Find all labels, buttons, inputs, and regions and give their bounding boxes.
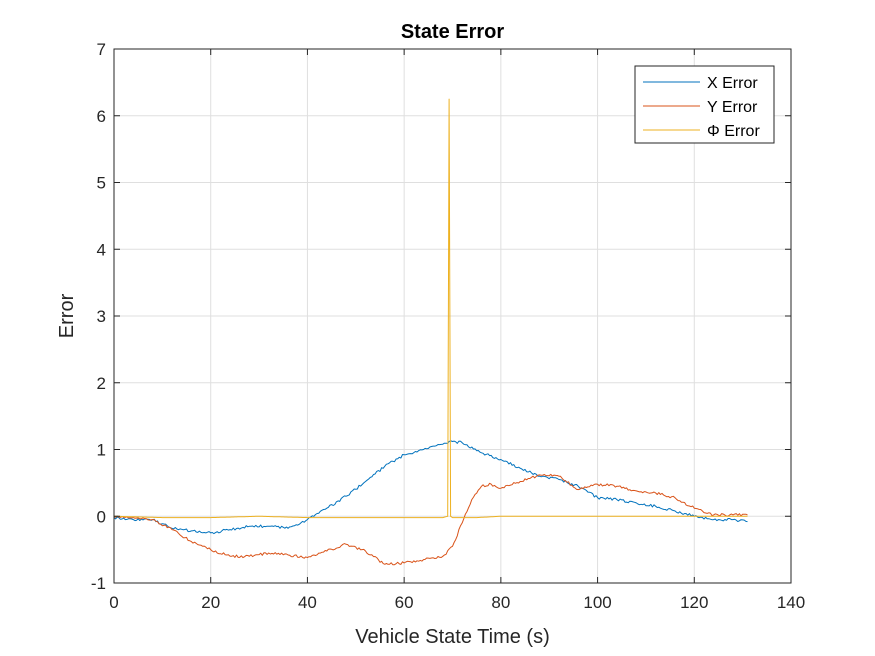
y-tick-label: 7 <box>97 40 106 59</box>
y-axis-label: Error <box>56 293 78 338</box>
x-tick-label: 120 <box>680 593 708 612</box>
x-tick-label: 20 <box>201 593 220 612</box>
x-tick-label: 140 <box>777 593 805 612</box>
x-tick-label: 40 <box>298 593 317 612</box>
series-line-1 <box>113 440 748 535</box>
x-tick-label: 60 <box>395 593 414 612</box>
y-tick-label: 0 <box>97 507 106 526</box>
series-line-2 <box>113 473 748 566</box>
y-tick-label: 6 <box>97 107 106 126</box>
y-tick-label: 3 <box>97 307 106 326</box>
chart-title: State Error <box>401 21 505 43</box>
x-tick-label: 80 <box>491 593 510 612</box>
legend: X Error Y Error Φ Error <box>634 65 775 144</box>
series-line-3 <box>114 98 748 519</box>
x-axis-label: Vehicle State Time (s) <box>355 626 550 648</box>
series-lines <box>113 98 748 566</box>
y-tick-label: 5 <box>97 174 106 193</box>
legend-label: Y Error <box>707 99 758 116</box>
x-tick-label: 0 <box>109 593 118 612</box>
legend-label: Φ Error <box>707 123 760 140</box>
y-tick-label: 2 <box>97 374 106 393</box>
y-tick-label: -1 <box>91 574 106 593</box>
legend-label: X Error <box>707 75 758 92</box>
x-tick-label: 100 <box>583 593 611 612</box>
y-tick-label: 1 <box>97 441 106 460</box>
y-tick-label: 4 <box>97 240 106 259</box>
